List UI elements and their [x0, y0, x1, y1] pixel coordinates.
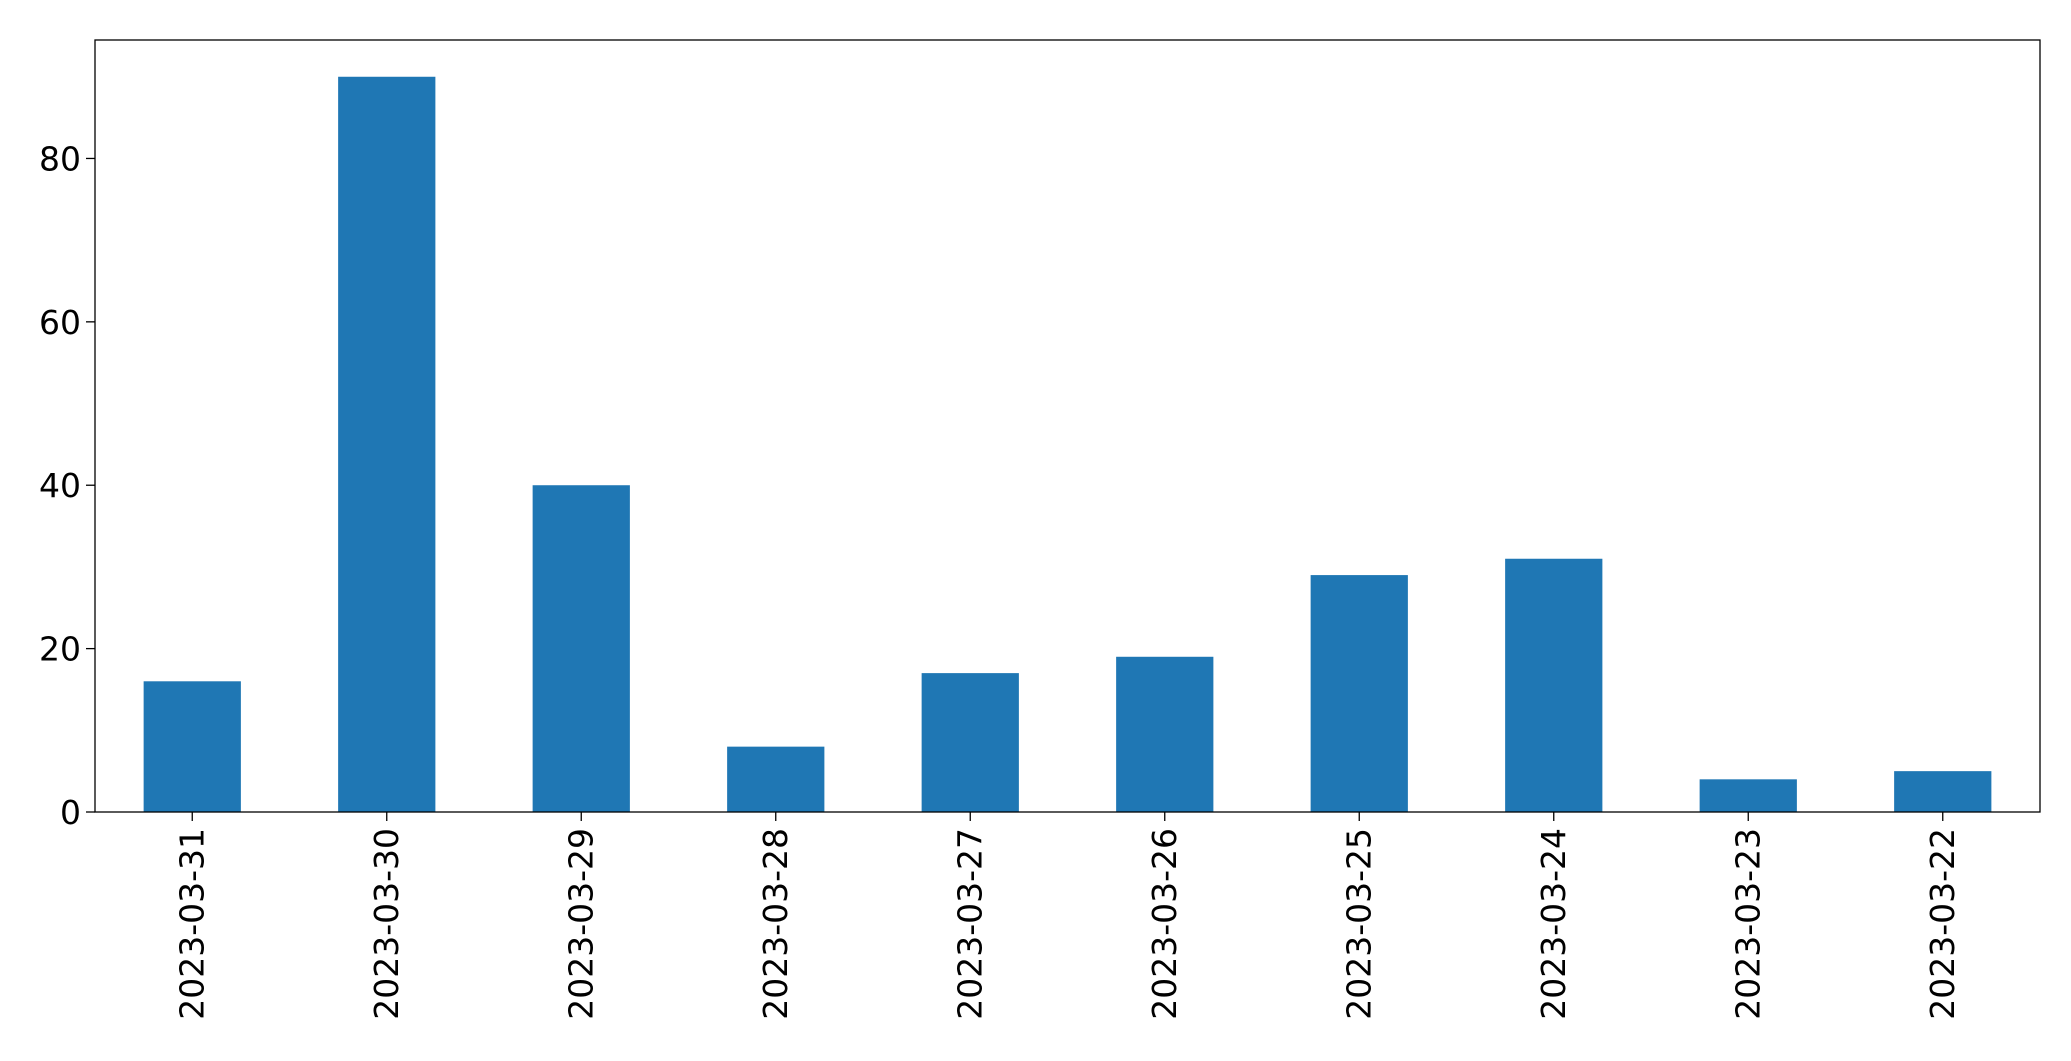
- bars-layer: [143, 76, 1992, 812]
- x-tick-label: 2023-03-29: [561, 828, 600, 1020]
- y-tick-label: 0: [60, 793, 81, 832]
- bar-2023-03-28: [727, 746, 825, 812]
- plot-frame: [94, 39, 2041, 813]
- x-tick-label: 2023-03-30: [367, 828, 406, 1020]
- y-tick-label: 80: [39, 139, 81, 178]
- bar-2023-03-23: [1699, 779, 1797, 812]
- bar-2023-03-29: [532, 485, 630, 812]
- x-tick-label: 2023-03-24: [1534, 828, 1573, 1020]
- bar-2023-03-26: [1116, 656, 1214, 812]
- x-tick-label: 2023-03-28: [756, 828, 795, 1020]
- y-tick-label: 40: [39, 466, 81, 505]
- bar-2023-03-25: [1310, 575, 1408, 812]
- y-axis: 0 20 40 60 80: [39, 139, 95, 832]
- y-tick-label: 20: [39, 630, 81, 669]
- x-tick-label: 2023-03-25: [1339, 828, 1378, 1020]
- bar-2023-03-24: [1505, 558, 1603, 812]
- bar-2023-03-30: [338, 76, 436, 812]
- x-tick-label: 2023-03-26: [1145, 828, 1184, 1020]
- x-tick-label: 2023-03-31: [172, 828, 211, 1020]
- y-tick-label: 60: [39, 303, 81, 342]
- x-tick-label: 2023-03-27: [950, 828, 989, 1020]
- bar-2023-03-22: [1894, 771, 1992, 812]
- bar-2023-03-27: [921, 673, 1019, 812]
- x-tick-label: 2023-03-22: [1923, 828, 1962, 1020]
- bar-2023-03-31: [143, 681, 241, 812]
- x-tick-label: 2023-03-23: [1728, 828, 1767, 1020]
- x-axis: 2023-03-31 2023-03-30 2023-03-29 2023-03-28…: [172, 812, 1962, 1020]
